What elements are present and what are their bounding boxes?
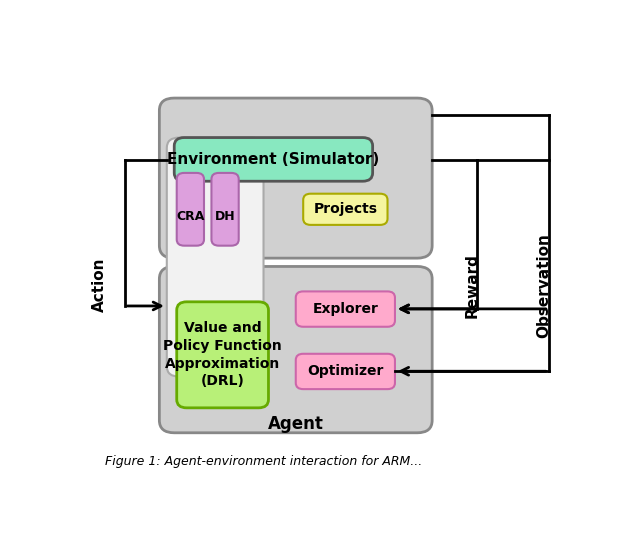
Text: DH: DH [215,210,236,223]
Text: Reward: Reward [465,253,479,318]
Text: Projects: Projects [314,202,378,216]
FancyBboxPatch shape [303,194,388,225]
Text: Value and
Policy Function
Approximation
(DRL): Value and Policy Function Approximation … [163,321,282,388]
Text: Observation: Observation [536,233,551,338]
FancyBboxPatch shape [159,266,432,433]
Text: Environment (Simulator): Environment (Simulator) [167,152,380,167]
Text: Agent: Agent [268,415,324,433]
Text: Figure 1: Agent-environment interaction for ARM...: Figure 1: Agent-environment interaction … [105,455,422,468]
Text: CRA: CRA [176,210,205,223]
FancyBboxPatch shape [296,354,395,389]
FancyBboxPatch shape [167,138,264,377]
FancyBboxPatch shape [177,173,204,246]
FancyBboxPatch shape [296,292,395,327]
FancyBboxPatch shape [159,98,432,258]
FancyBboxPatch shape [211,173,239,246]
Text: ARM: ARM [196,344,235,359]
Text: Explorer: Explorer [312,302,378,316]
Text: Optimizer: Optimizer [307,364,383,378]
FancyBboxPatch shape [174,138,372,181]
Text: Action: Action [92,258,108,313]
FancyBboxPatch shape [177,302,269,408]
